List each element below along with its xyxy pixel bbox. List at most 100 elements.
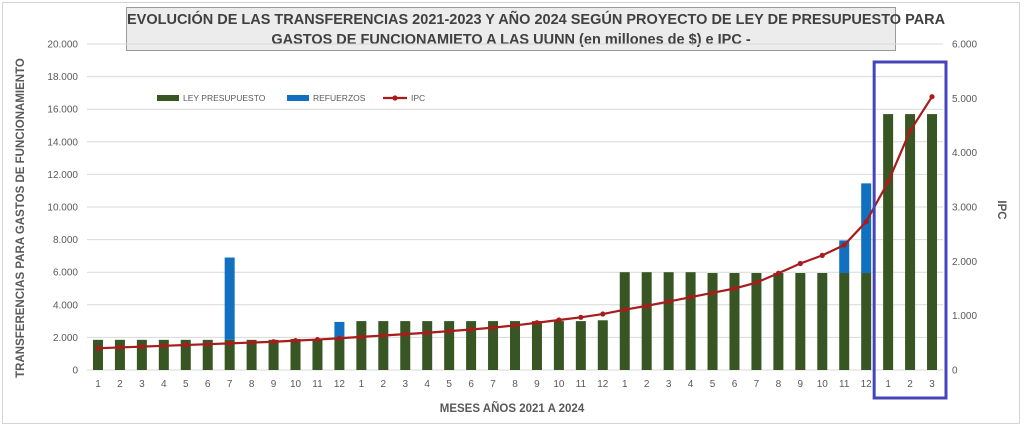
refuerzos-bar bbox=[839, 240, 850, 274]
ley-presupuesto-bar bbox=[575, 321, 586, 370]
ipc-point bbox=[666, 298, 672, 305]
ley-presupuesto-bar bbox=[202, 339, 213, 370]
ipc-point bbox=[314, 336, 321, 343]
ipc-point bbox=[797, 260, 803, 267]
ley-presupuesto-bar bbox=[751, 273, 762, 370]
legend-swatch-ley bbox=[157, 95, 179, 101]
x-tick-label: 8 bbox=[512, 379, 518, 390]
y2-tick-label: 1.000 bbox=[952, 311, 977, 322]
x-tick-label: 11 bbox=[576, 379, 587, 390]
ley-presupuesto-bar bbox=[136, 339, 147, 370]
x-tick-label: 2 bbox=[117, 379, 123, 390]
ley-presupuesto-bar bbox=[641, 272, 652, 370]
x-tick-label: 3 bbox=[139, 379, 145, 390]
x-tick-label: 1 bbox=[95, 379, 101, 390]
ipc-point bbox=[512, 322, 518, 329]
ipc-point bbox=[205, 341, 211, 347]
ley-presupuesto-bar bbox=[883, 114, 894, 370]
y2-tick-label: 6.000 bbox=[952, 40, 977, 51]
legend-swatch-refuerzos bbox=[287, 95, 309, 101]
x-tick-label: 7 bbox=[227, 379, 233, 390]
x-axis-title: MESES AÑOS 2021 A 2024 bbox=[440, 402, 585, 415]
y2-axis-ticks: 0 1.000 2.000 3.000 4.000 5.000 6.000 bbox=[952, 40, 977, 377]
ley-presupuesto-bar bbox=[817, 273, 828, 370]
ley-presupuesto-bar bbox=[92, 339, 103, 370]
ipc-point bbox=[556, 317, 562, 323]
ipc-point bbox=[183, 342, 189, 348]
ley-presupuesto-bar bbox=[861, 273, 872, 370]
ipc-line-path bbox=[97, 96, 933, 350]
x-tick-label: 9 bbox=[271, 379, 277, 390]
ley-presupuesto-bar bbox=[378, 321, 389, 370]
x-tick-label: 6 bbox=[732, 379, 738, 390]
y-tick-label: 10.000 bbox=[47, 203, 78, 214]
x-tick-label: 11 bbox=[312, 379, 323, 390]
ley-presupuesto-bar bbox=[685, 272, 696, 370]
ipc-line bbox=[95, 94, 935, 351]
ley-presupuesto-bar bbox=[619, 272, 630, 370]
x-tick-label: 4 bbox=[161, 379, 167, 390]
ipc-point bbox=[687, 294, 694, 300]
refuerzos-bar bbox=[334, 321, 345, 340]
legend: LEY PRESUPUESTO REFUERZOS IPC bbox=[157, 93, 425, 103]
ley-presupuesto-bar bbox=[312, 339, 323, 370]
ley-presupuesto-bar bbox=[663, 272, 674, 370]
ipc-point bbox=[775, 270, 781, 276]
ley-presupuesto-bar bbox=[422, 321, 433, 370]
y-axis-title: TRANSFERENCIAS PARA GASTOS DE FUNCIONAMI… bbox=[15, 58, 27, 378]
ley-presupuesto-bar bbox=[905, 114, 916, 370]
ley-presupuesto-bar bbox=[268, 339, 279, 370]
ipc-point bbox=[863, 219, 869, 225]
x-tick-label: 4 bbox=[688, 379, 694, 390]
ipc-point bbox=[907, 128, 913, 134]
x-tick-label: 5 bbox=[183, 379, 189, 390]
ipc-point bbox=[139, 344, 145, 350]
x-tick-label: 9 bbox=[798, 379, 804, 390]
ley-presupuesto-bar bbox=[531, 321, 542, 370]
x-tick-label: 8 bbox=[776, 379, 782, 390]
ipc-point bbox=[380, 332, 386, 339]
y-tick-label: 6.000 bbox=[53, 268, 78, 279]
y-tick-label: 0 bbox=[72, 366, 78, 377]
y-tick-label: 4.000 bbox=[53, 300, 78, 311]
ley-presupuesto-bar bbox=[334, 339, 345, 370]
x-tick-label: 10 bbox=[817, 379, 829, 390]
chart-title-line1: EVOLUCIÓN DE LAS TRANSFERENCIAS 2021-202… bbox=[127, 12, 946, 28]
ipc-point bbox=[292, 338, 299, 344]
y2-tick-label: 0 bbox=[952, 366, 958, 377]
ipc-point bbox=[600, 311, 606, 317]
x-tick-label: 7 bbox=[754, 379, 760, 390]
ipc-point bbox=[336, 335, 343, 341]
y2-tick-label: 3.000 bbox=[952, 203, 977, 214]
x-tick-label: 2 bbox=[644, 379, 650, 390]
ipc-point bbox=[468, 326, 474, 333]
ipc-point bbox=[227, 340, 233, 346]
refuerzos-bar bbox=[861, 183, 872, 274]
ley-presupuesto-bar bbox=[553, 321, 564, 370]
ipc-point bbox=[446, 328, 452, 334]
x-tick-label: 1 bbox=[885, 379, 891, 390]
x-tick-label: 4 bbox=[424, 379, 430, 390]
x-tick-label: 8 bbox=[249, 379, 255, 390]
legend-label-ley: LEY PRESUPUESTO bbox=[183, 93, 266, 103]
legend-marker-ipc bbox=[392, 95, 398, 101]
ley-presupuesto-bar bbox=[466, 321, 477, 370]
y-tick-label: 2.000 bbox=[53, 333, 78, 344]
x-tick-label: 5 bbox=[446, 379, 452, 390]
legend-label-refuerzos: REFUERZOS bbox=[313, 93, 366, 103]
ley-presupuesto-bar bbox=[158, 339, 169, 370]
ipc-point bbox=[95, 345, 101, 351]
y2-tick-label: 2.000 bbox=[952, 257, 977, 268]
ipc-point bbox=[358, 334, 364, 340]
x-tick-label: 3 bbox=[929, 379, 935, 390]
x-tick-label: 10 bbox=[290, 379, 302, 390]
ipc-point bbox=[117, 344, 123, 351]
ley-presupuesto-bar bbox=[729, 273, 740, 370]
ley-presupuesto-bar bbox=[839, 273, 850, 370]
ipc-point bbox=[534, 320, 540, 326]
ley-presupuesto-bar bbox=[224, 339, 235, 370]
x-tick-label: 1 bbox=[359, 379, 365, 390]
ipc-point bbox=[578, 314, 584, 320]
ipc-point bbox=[731, 285, 738, 292]
refuerzos-bar bbox=[224, 257, 235, 340]
